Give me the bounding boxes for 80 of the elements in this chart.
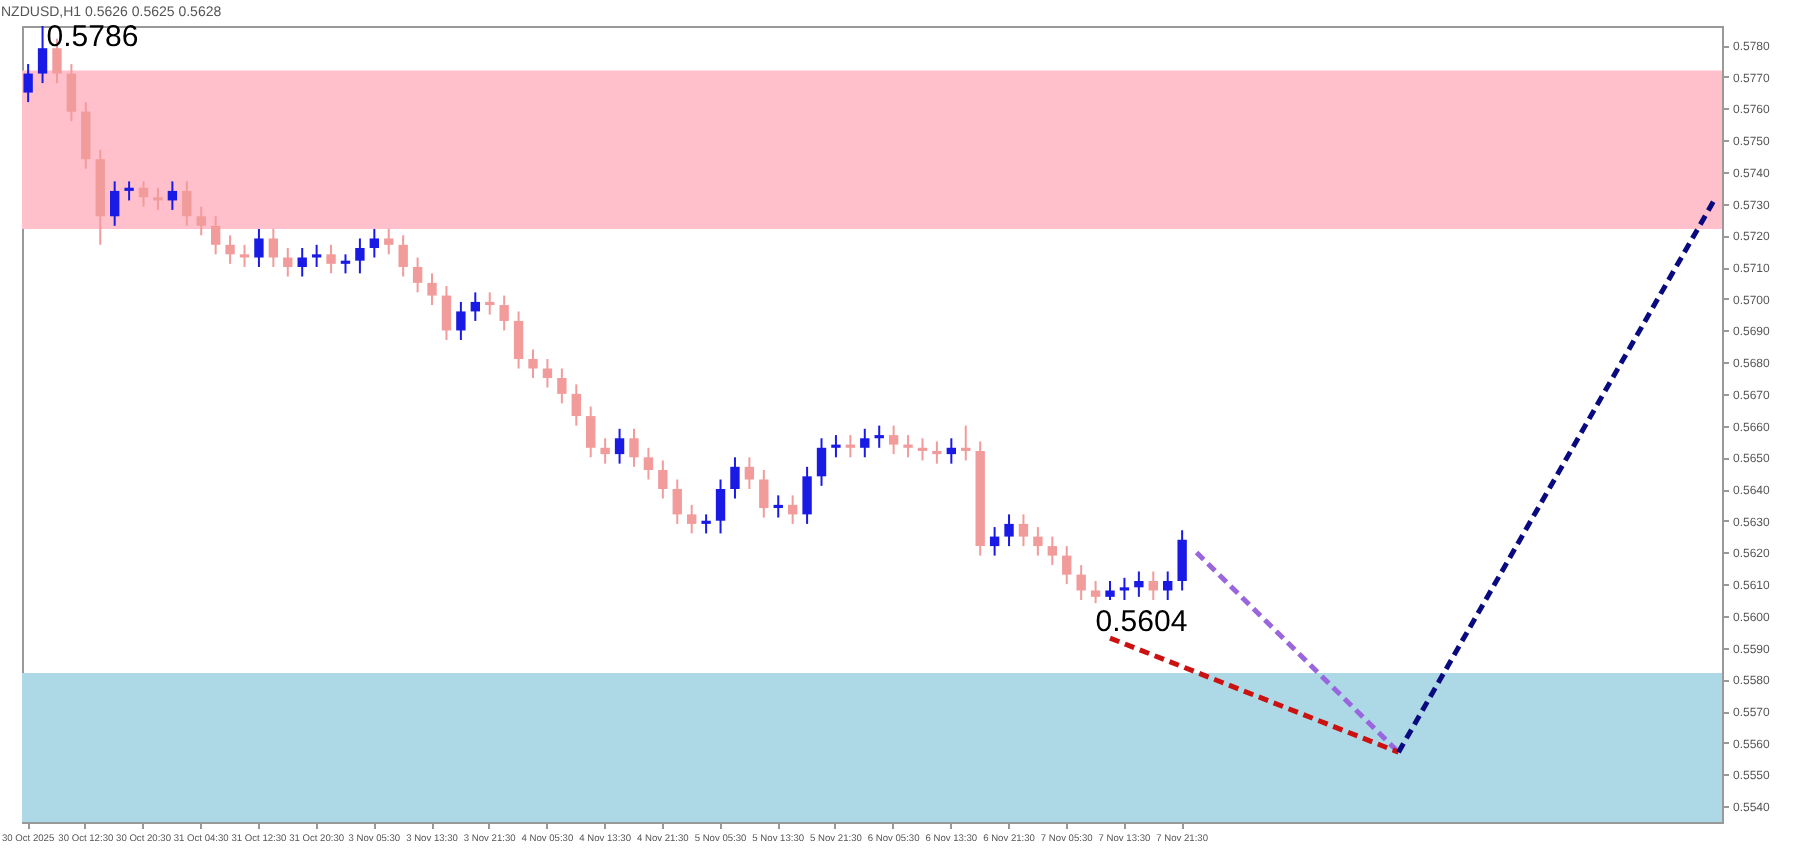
- candlestick: [485, 291, 495, 316]
- annotation: 0.5604: [1095, 605, 1188, 640]
- candlestick: [297, 246, 307, 278]
- candlestick: [860, 427, 870, 459]
- candlestick: [499, 294, 509, 332]
- candlestick: [37, 25, 48, 85]
- candlestick: [600, 437, 610, 465]
- candlestick: [542, 357, 553, 389]
- candlestick: [888, 424, 899, 456]
- candlestick: [311, 243, 322, 269]
- candlestick: [254, 227, 264, 269]
- candlestick: [773, 494, 783, 519]
- candlestick: [571, 383, 581, 427]
- candlestick: [744, 456, 755, 491]
- candlestick: [1177, 529, 1187, 592]
- candlestick: [441, 285, 452, 341]
- candlestick: [1047, 535, 1057, 567]
- annotation: 0.5786: [46, 20, 139, 54]
- candlestick: [81, 101, 91, 170]
- candlestick: [239, 243, 250, 269]
- candlestick: [167, 180, 178, 211]
- candlestick: [614, 427, 625, 465]
- candlestick: [831, 434, 841, 459]
- candlestick: [874, 424, 884, 449]
- candlestick: [701, 513, 711, 535]
- candlestick: [1148, 570, 1158, 602]
- candlestick: [802, 465, 812, 525]
- candlestick: [153, 186, 163, 211]
- candlestick: [66, 63, 77, 123]
- candlestick: [730, 456, 740, 500]
- candlestick: [1090, 579, 1101, 605]
- candlestick: [787, 494, 798, 525]
- candlestick: [1105, 579, 1115, 602]
- candlestick: [1134, 570, 1144, 598]
- candlestick: [1076, 564, 1086, 602]
- candlestick: [23, 63, 33, 104]
- candlestick: [643, 446, 654, 481]
- candlestick: [326, 243, 336, 275]
- candlestick: [369, 227, 380, 259]
- candlestick: [268, 227, 279, 269]
- candlestick: [528, 348, 538, 380]
- candlestick: [1119, 576, 1130, 602]
- candlestick: [225, 234, 235, 265]
- candlestick: [138, 180, 149, 208]
- candlestick: [196, 205, 206, 237]
- candlestick: [1018, 513, 1029, 548]
- candlestick: [816, 437, 827, 487]
- candlestick: [946, 437, 957, 465]
- candlestick: [903, 434, 913, 459]
- candlestick: [586, 405, 596, 459]
- candlestick: [456, 300, 466, 341]
- candlestick: [124, 180, 134, 202]
- candlestick: [1062, 545, 1072, 586]
- candlestick: [283, 246, 293, 278]
- candlestick: [687, 503, 697, 535]
- candlestick: [989, 526, 1000, 557]
- candlestick: [759, 468, 769, 519]
- candlestick: [210, 215, 221, 256]
- candlestick: [1163, 570, 1173, 602]
- candlestick: [398, 234, 408, 278]
- candlestick: [658, 459, 668, 500]
- candlestick: [384, 227, 394, 256]
- candlestick: [715, 478, 726, 535]
- candlestick: [961, 424, 971, 462]
- candlestick: [1033, 526, 1043, 557]
- candlestick: [109, 180, 120, 227]
- candlestick: [182, 180, 192, 227]
- candlestick: [1004, 513, 1014, 548]
- candlestick: [932, 440, 942, 465]
- candlestick: [917, 437, 928, 462]
- candlestick: [672, 478, 682, 525]
- candlestick: [845, 434, 856, 459]
- candlestick: [557, 367, 567, 405]
- candlestick: [470, 291, 480, 322]
- candlestick: [355, 237, 365, 275]
- candlestick: [513, 310, 524, 370]
- candlestick: [427, 272, 437, 307]
- candlestick: [340, 253, 351, 275]
- candlestick: [412, 256, 423, 294]
- candlestick: [629, 427, 639, 468]
